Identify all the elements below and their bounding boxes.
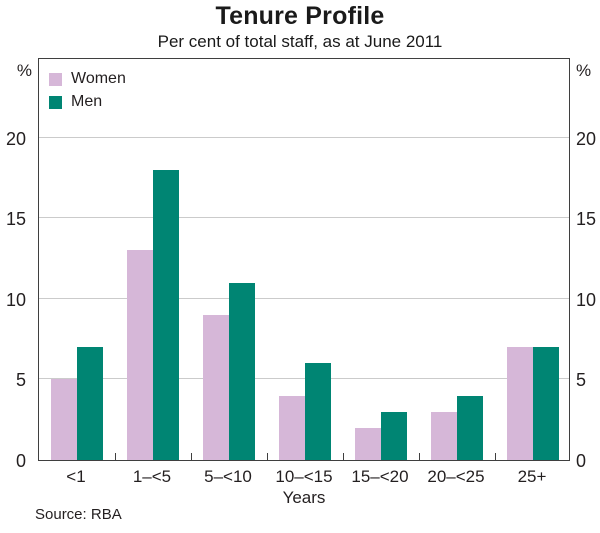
bar-women-10–<15 (279, 395, 305, 460)
gridline-15 (39, 217, 569, 219)
legend: Women Men (49, 71, 126, 117)
legend-swatch-icon (49, 95, 62, 109)
chart-title: Tenure Profile (215, 2, 385, 30)
bar-men-15–<20 (381, 411, 407, 460)
x-axis-title: Years (282, 488, 326, 507)
legend-swatch-icon (49, 72, 62, 86)
bar-women-25+ (507, 347, 533, 460)
bar-women-5–<10 (203, 314, 229, 460)
legend-item-women: Women (49, 71, 126, 87)
bar-men-25+ (533, 347, 559, 460)
y-tick-label-left-15: 15 (5, 209, 26, 230)
y-tick-label-left-10: 10 (5, 289, 26, 310)
legend-label: Men (71, 93, 103, 110)
bar-men-<1 (77, 347, 103, 460)
x-category-label-1–<5: 1–<5 (132, 467, 172, 486)
chart-subtitle: Per cent of total staff, as at June 2011 (157, 32, 443, 51)
legend-label: Women (71, 70, 126, 87)
x-category-label-25+: 25+ (517, 467, 547, 486)
x-axis-tick (191, 453, 192, 460)
y-tick-label-right-10: 10 (576, 289, 597, 310)
bar-men-5–<10 (229, 282, 255, 460)
bar-men-10–<15 (305, 363, 331, 460)
bar-men-20–<25 (457, 395, 483, 460)
y-tick-label-right-20: 20 (576, 128, 597, 149)
gridline-10 (39, 297, 569, 299)
x-axis-tick (115, 453, 116, 460)
x-axis-tick (343, 453, 344, 460)
x-category-label-20–<25: 20–<25 (427, 467, 485, 486)
y-tick-label-left-20: 20 (5, 128, 26, 149)
y-tick-label-right-15: 15 (576, 209, 597, 230)
x-axis-tick (419, 453, 420, 460)
x-category-label-<1: <1 (66, 467, 86, 486)
x-category-label-10–<15: 10–<15 (275, 467, 333, 486)
bar-women-<1 (51, 379, 77, 460)
legend-item-men: Men (49, 94, 126, 110)
bar-men-1–<5 (153, 169, 179, 460)
bar-women-1–<5 (127, 250, 153, 460)
y-tick-label-left-5: 5 (15, 370, 26, 391)
y-tick-label-right-0: 0 (576, 451, 587, 471)
y-axis-unit-right: % (576, 61, 592, 80)
x-category-label-5–<10: 5–<10 (204, 467, 252, 486)
plot-area: Women Men (38, 58, 570, 461)
x-axis-tick (267, 453, 268, 460)
y-tick-label-left-0: 0 (15, 451, 26, 471)
y-tick-label-right-5: 5 (576, 370, 587, 391)
gridline-20 (39, 136, 569, 138)
bar-women-20–<25 (431, 411, 457, 460)
y-axis-unit-left: % (16, 61, 32, 80)
x-category-label-15–<20: 15–<20 (351, 467, 409, 486)
x-axis-tick (495, 453, 496, 460)
source-note: Source: RBA (35, 506, 122, 523)
gridline-5 (39, 378, 569, 380)
bar-women-15–<20 (355, 427, 381, 460)
